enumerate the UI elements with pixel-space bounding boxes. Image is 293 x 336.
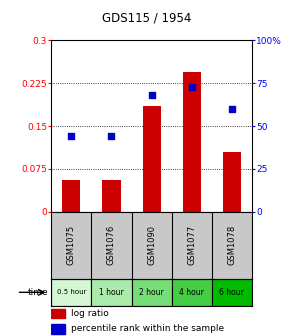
Bar xyxy=(91,279,132,306)
Bar xyxy=(143,106,161,212)
Point xyxy=(189,84,194,89)
Point xyxy=(109,134,114,139)
Bar xyxy=(172,279,212,306)
Bar xyxy=(103,180,120,212)
Text: 4 hour: 4 hour xyxy=(179,288,204,297)
Text: GSM1090: GSM1090 xyxy=(147,225,156,265)
Text: 0.5 hour: 0.5 hour xyxy=(57,289,86,295)
Bar xyxy=(183,72,201,212)
Bar xyxy=(51,324,65,334)
Text: log ratio: log ratio xyxy=(71,309,109,318)
Bar xyxy=(132,279,172,306)
Text: GSM1078: GSM1078 xyxy=(227,225,236,265)
Point xyxy=(69,134,74,139)
Point xyxy=(229,106,234,112)
Text: 2 hour: 2 hour xyxy=(139,288,164,297)
Bar xyxy=(51,309,65,319)
Text: GSM1077: GSM1077 xyxy=(187,225,196,265)
Point xyxy=(149,92,154,98)
Text: 1 hour: 1 hour xyxy=(99,288,124,297)
Bar xyxy=(51,279,91,306)
Bar xyxy=(223,152,241,212)
Text: time: time xyxy=(28,288,48,297)
Bar xyxy=(212,279,252,306)
Text: GSM1075: GSM1075 xyxy=(67,225,76,265)
Text: GDS115 / 1954: GDS115 / 1954 xyxy=(102,12,191,25)
Text: 6 hour: 6 hour xyxy=(219,288,244,297)
Text: percentile rank within the sample: percentile rank within the sample xyxy=(71,324,224,333)
Bar xyxy=(62,180,80,212)
Text: GSM1076: GSM1076 xyxy=(107,225,116,265)
